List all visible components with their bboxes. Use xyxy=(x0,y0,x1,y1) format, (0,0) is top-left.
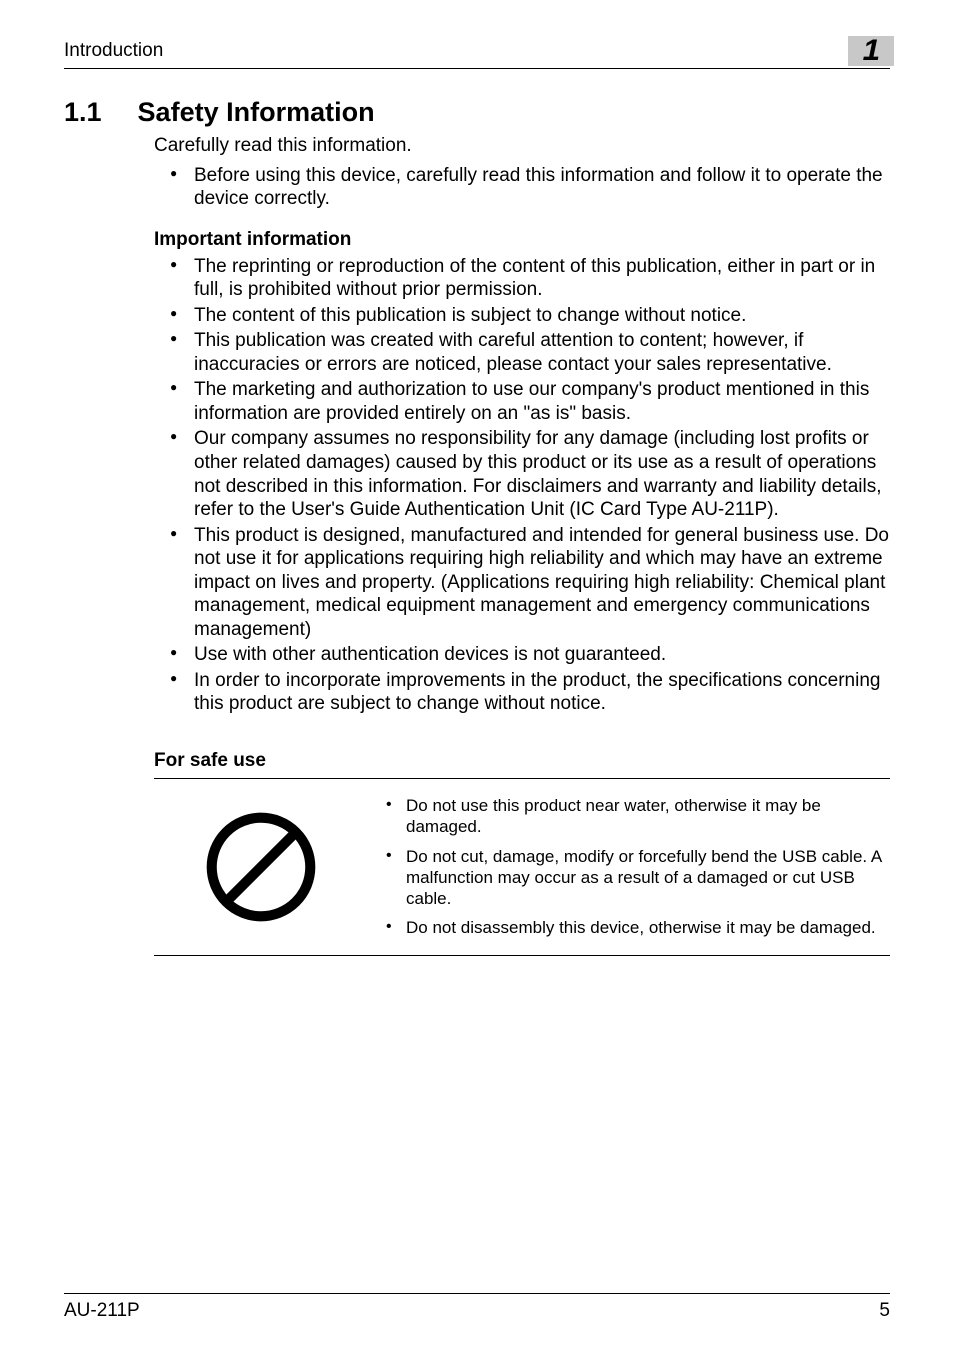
safe-use-icon-cell xyxy=(154,779,368,955)
safe-use-table-row: Do not use this product near water, othe… xyxy=(154,778,890,956)
page-header: Introduction 1 xyxy=(64,36,890,69)
safe-use-text-cell: Do not use this product near water, othe… xyxy=(368,779,890,955)
list-item: Do not cut, damage, modify or forcefully… xyxy=(376,846,886,910)
important-bullet-list: The reprinting or reproduction of the co… xyxy=(154,255,890,716)
list-item: Use with other authentication devices is… xyxy=(154,643,890,667)
important-info-heading: Important information xyxy=(154,229,890,251)
footer-page-number: 5 xyxy=(879,1300,890,1322)
list-item: Do not use this product near water, othe… xyxy=(376,795,886,838)
section-title: Safety Information xyxy=(138,97,375,128)
list-item: Before using this device, carefully read… xyxy=(154,164,890,211)
intro-paragraph: Carefully read this information. xyxy=(154,134,890,158)
list-item: This product is designed, manufactured a… xyxy=(154,524,890,642)
chapter-number: 1 xyxy=(863,36,879,66)
list-item: This publication was created with carefu… xyxy=(154,329,890,376)
prohibit-icon xyxy=(205,811,317,923)
section-heading: 1.1 Safety Information xyxy=(64,97,890,128)
page: Introduction 1 1.1 Safety Information Ca… xyxy=(0,0,954,1352)
section-number: 1.1 xyxy=(64,97,102,128)
for-safe-use-section: For safe use Do not use this product nea… xyxy=(64,750,890,956)
list-item: Do not disassembly this device, otherwis… xyxy=(376,917,886,938)
preamble-bullet-list: Before using this device, carefully read… xyxy=(154,164,890,211)
list-item: In order to incorporate improvements in … xyxy=(154,669,890,716)
list-item: The content of this publication is subje… xyxy=(154,304,890,328)
running-head-text: Introduction xyxy=(64,40,163,66)
list-item: The marketing and authorization to use o… xyxy=(154,378,890,425)
list-item: Our company assumes no responsibility fo… xyxy=(154,427,890,521)
section-body: Carefully read this information. Before … xyxy=(64,134,890,716)
chapter-number-box: 1 xyxy=(848,36,894,66)
page-footer: AU-211P 5 xyxy=(64,1293,890,1322)
list-item: The reprinting or reproduction of the co… xyxy=(154,255,890,302)
safe-use-list: Do not use this product near water, othe… xyxy=(376,795,886,939)
content: 1.1 Safety Information Carefully read th… xyxy=(64,69,890,1293)
footer-model: AU-211P xyxy=(64,1300,140,1322)
for-safe-use-heading: For safe use xyxy=(154,750,890,772)
